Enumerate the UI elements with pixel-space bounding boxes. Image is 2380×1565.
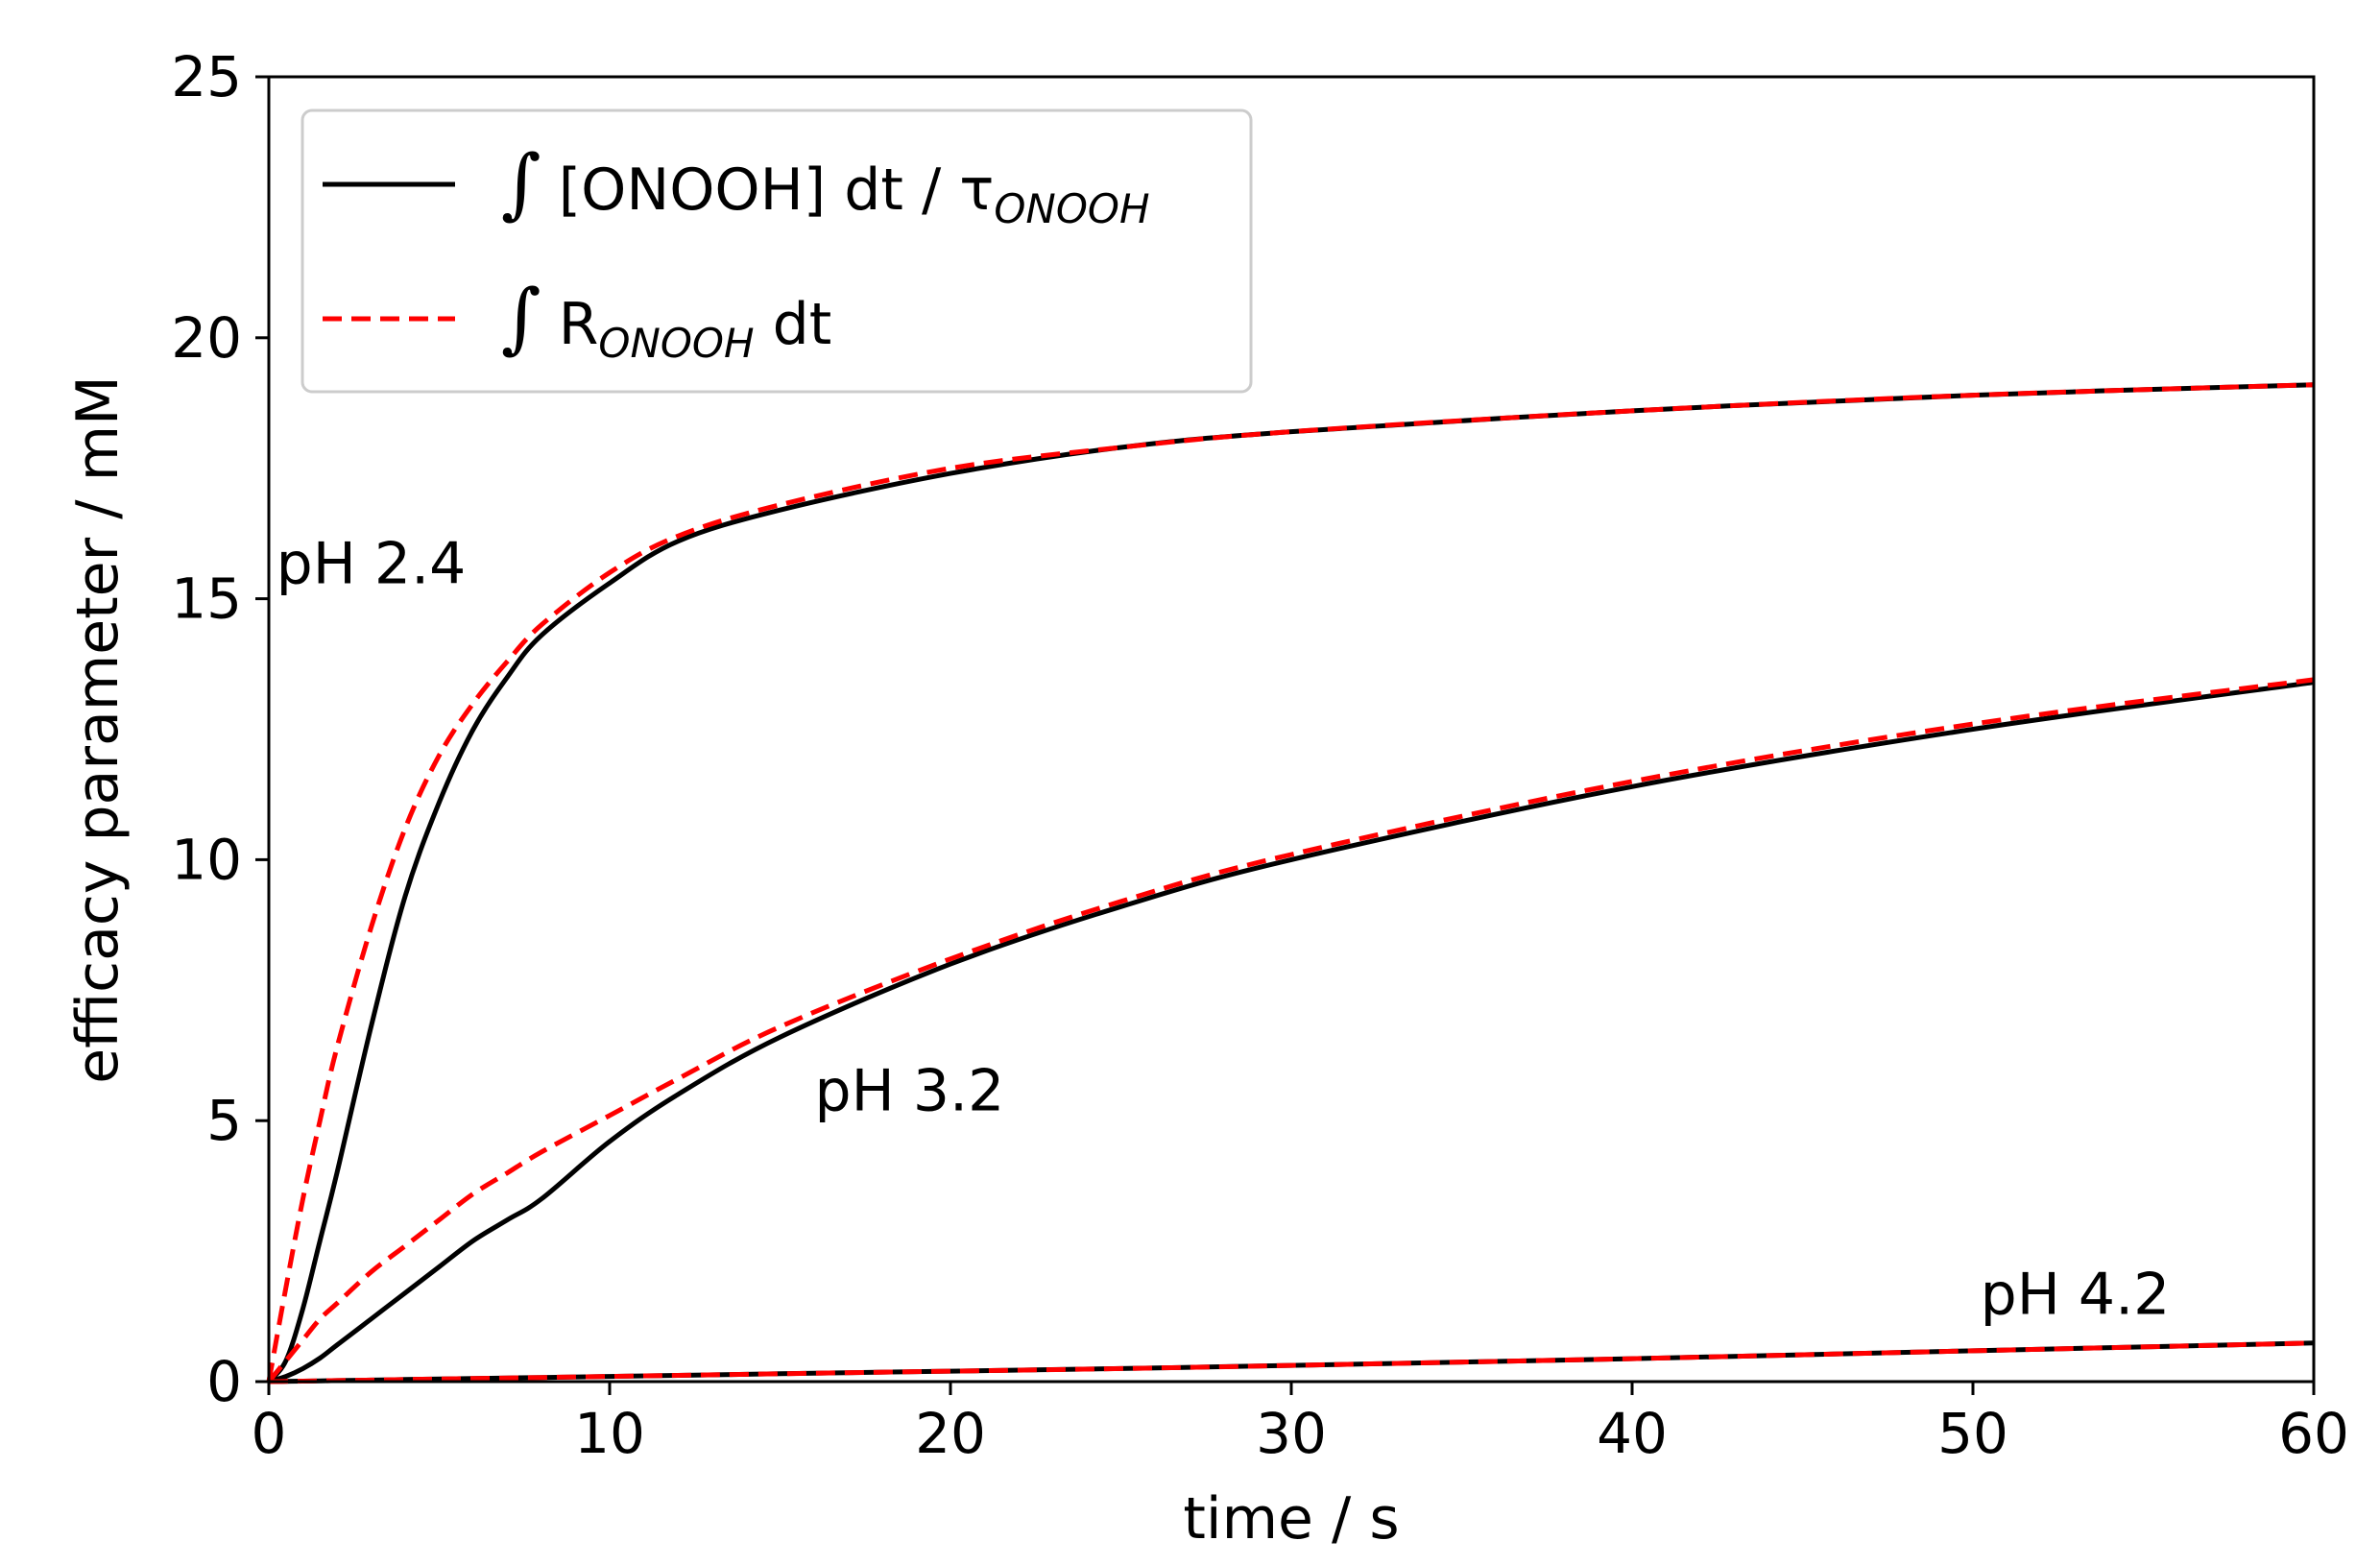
annotation-label: pH 3.2	[815, 1057, 1005, 1124]
y-tick-label: 25	[171, 44, 242, 109]
x-tick-label: 40	[1597, 1401, 1668, 1466]
y-axis-label: efficacy parameter / mM	[64, 375, 132, 1084]
legend-text-solid: [ONOOH] dt / τ	[559, 156, 995, 224]
series-line-3	[267, 677, 2315, 1384]
legend-integral-dashed: ∫	[501, 273, 541, 362]
series-line-0	[267, 382, 2315, 1384]
x-axis-label: time / s	[1183, 1485, 1399, 1553]
legend-integral-solid: ∫	[501, 138, 541, 228]
legend-entry-dashed: ∫ RONOOH dt	[501, 273, 831, 367]
y-tick-label: 20	[171, 305, 242, 371]
tick-layer: 0 10 20 30 40 50 60 0 5 10 15 20 25	[171, 44, 2349, 1466]
annotation-label: pH 4.2	[1981, 1261, 2171, 1328]
legend-entry-solid: ∫ [ONOOH] dt / τONOOH	[501, 138, 1150, 232]
x-tick-label: 30	[1256, 1401, 1327, 1466]
x-tick-label: 0	[252, 1401, 287, 1466]
legend-sub-dashed: ONOOH	[598, 320, 754, 367]
legend: ∫ [ONOOH] dt / τONOOH ∫ RONOOH dt	[301, 108, 1253, 394]
series-line-1	[266, 382, 2315, 1383]
series-layer	[266, 382, 2315, 1384]
x-tick-label: 60	[2278, 1401, 2349, 1466]
x-tick-label: 50	[1937, 1401, 2008, 1466]
legend-sub-solid: ONOOH	[994, 185, 1149, 232]
series-line-2	[268, 680, 2315, 1384]
legend-after-dashed: dt	[755, 291, 832, 358]
y-tick-label: 0	[206, 1349, 242, 1414]
annotation-label: pH 2.4	[276, 530, 467, 597]
y-tick-label: 15	[171, 566, 242, 632]
annotation-layer: pH 2.4 pH 3.2 pH 4.2	[276, 530, 2171, 1328]
x-tick-label: 20	[915, 1401, 986, 1466]
legend-text-dashed: R	[559, 291, 599, 358]
y-tick-label: 5	[206, 1088, 242, 1153]
series-line-5	[268, 1340, 2315, 1384]
legend-box	[301, 108, 1253, 394]
y-tick-label: 10	[171, 827, 242, 892]
x-tick-label: 10	[574, 1401, 645, 1466]
